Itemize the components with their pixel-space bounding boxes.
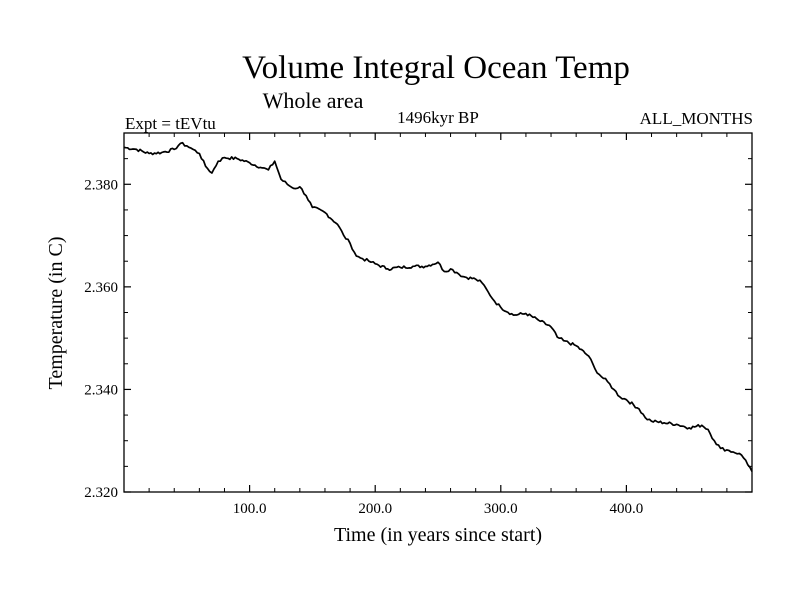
y-tick-label: 2.380: [84, 177, 118, 193]
plot-frame: [123, 132, 753, 493]
y-axis: 2.320 2.340 2.360 2.380: [84, 158, 752, 501]
y-tick-label: 2.320: [84, 485, 118, 501]
y-tick-label: 2.340: [84, 382, 118, 398]
temperature-series-line: [123, 141, 753, 472]
period-label: 1496kyr BP: [397, 108, 479, 127]
x-axis: 100.0 200.0 300.0 400.0: [148, 133, 728, 517]
x-tick-label: 400.0: [610, 501, 644, 517]
x-axis-label: Time (in years since start): [334, 524, 542, 546]
x-tick-label: 200.0: [358, 501, 392, 517]
y-axis-label: Temperature (in C): [45, 237, 67, 390]
x-tick-label: 300.0: [484, 501, 518, 517]
x-tick-label: 100.0: [233, 501, 267, 517]
y-tick-label: 2.360: [84, 280, 118, 296]
months-label: ALL_MONTHS: [640, 109, 753, 128]
chart-title: Volume Integral Ocean Temp: [242, 50, 630, 86]
chart-subtitle: Whole area: [263, 88, 364, 113]
experiment-label: Expt = tEVtu: [125, 114, 216, 133]
